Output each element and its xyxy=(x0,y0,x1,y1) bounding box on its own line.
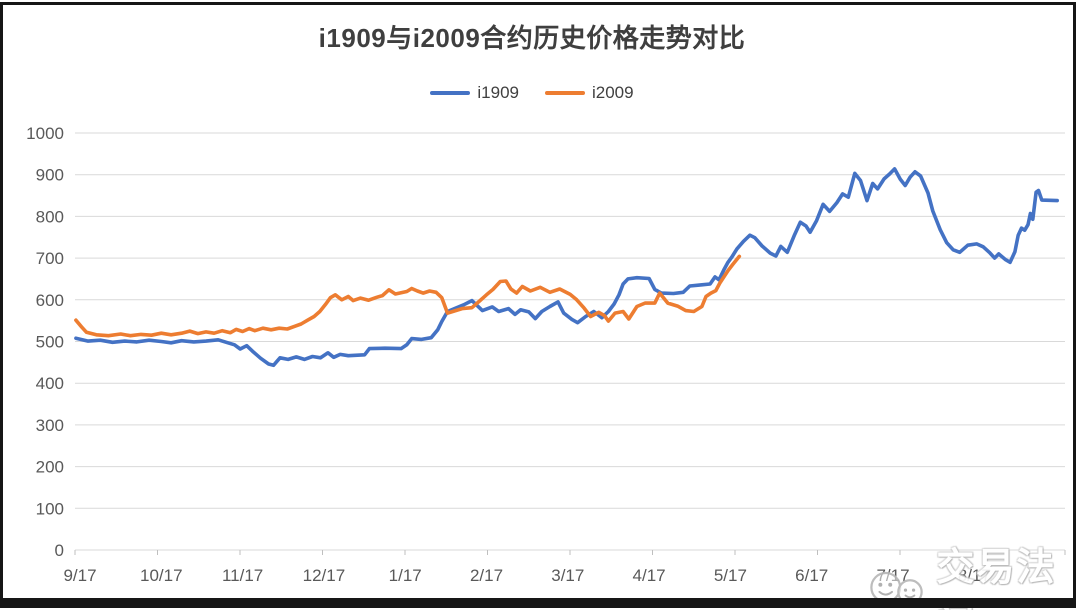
y-tick-label: 400 xyxy=(36,374,64,393)
y-tick-label: 300 xyxy=(36,416,64,435)
chart-title: i1909与i2009合约历史价格走势对比 xyxy=(318,23,746,53)
y-tick-label: 200 xyxy=(36,458,64,477)
x-tick-label: 8/17 xyxy=(958,566,991,585)
x-tick-label: 4/17 xyxy=(633,566,666,585)
x-tick-label: 10/17 xyxy=(140,566,183,585)
x-tick-label: 7/17 xyxy=(876,566,909,585)
legend-label-i1909: i1909 xyxy=(477,83,519,102)
y-tick-label: 1000 xyxy=(26,124,64,143)
x-tick-label: 1/17 xyxy=(389,566,422,585)
y-tick-label: 800 xyxy=(36,207,64,226)
chart-legend: i1909 i2009 xyxy=(0,83,1064,103)
x-tick-label: 9/17 xyxy=(63,566,96,585)
y-tick-label: 900 xyxy=(36,166,64,185)
legend-item-i1909[interactable]: i1909 xyxy=(430,83,519,103)
i1909-line-swatch-icon xyxy=(430,90,471,96)
x-tick-label: 11/17 xyxy=(222,566,263,585)
series-line-i1909 xyxy=(74,167,1059,368)
x-tick-label: 5/17 xyxy=(714,566,747,585)
legend-label-i2009: i2009 xyxy=(592,83,634,102)
x-tick-label: 12/17 xyxy=(303,566,346,585)
legend-item-i2009[interactable]: i2009 xyxy=(545,83,634,103)
y-tick-label: 0 xyxy=(55,541,64,560)
x-tick-label: 2/17 xyxy=(470,566,503,585)
x-tick-label: 3/17 xyxy=(551,566,584,585)
y-tick-label: 500 xyxy=(36,333,64,352)
i2009-line-swatch-icon xyxy=(545,90,585,96)
series-line-i2009 xyxy=(74,254,742,338)
y-tick-label: 600 xyxy=(36,291,64,310)
x-tick-label: 6/17 xyxy=(795,566,828,585)
y-tick-label: 700 xyxy=(36,249,64,268)
y-tick-label: 100 xyxy=(36,499,64,518)
